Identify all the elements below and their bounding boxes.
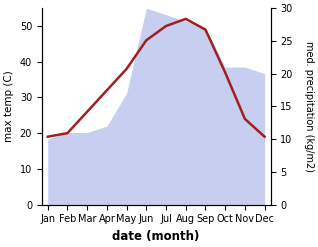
X-axis label: date (month): date (month): [113, 230, 200, 243]
Y-axis label: max temp (C): max temp (C): [4, 70, 14, 142]
Y-axis label: med. precipitation (kg/m2): med. precipitation (kg/m2): [304, 41, 314, 172]
